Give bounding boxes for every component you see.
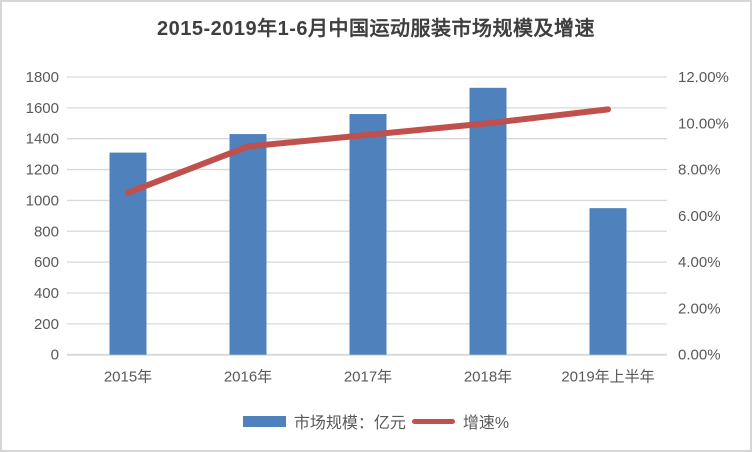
y-axis-left-tick-label: 1000 [26,192,59,209]
y-axis-right-tick-label: 6.00% [678,208,721,225]
y-axis-left-tick-label: 1800 [26,69,59,86]
y-axis-left-tick-label: 600 [34,254,59,271]
chart-title: 2015-2019年1-6月中国运动服装市场规模及增速 [156,18,596,40]
chart-plot-area: 0 200 400 600 800 1000 1200 1400 1600 1800 0.00% 2.… [26,69,729,386]
y-axis-right-tick-label: 4.00% [678,254,721,271]
bar-2017年 [349,114,387,355]
y-axis-left-tick-label: 1400 [26,131,59,148]
y-axis-right-tick-label: 8.00% [678,162,721,179]
growth-line [125,106,611,196]
legend-item-market-size: 市场规模：亿元 [242,409,406,433]
x-axis-label: 2017年 [344,369,392,386]
chart-legend: 市场规模：亿元 增速% [2,409,750,433]
bar-2015年 [109,152,147,355]
bar-2018年 [469,87,507,355]
bar-2019年上半年 [589,208,627,355]
x-axis-label: 2018年 [464,369,512,386]
x-axis-label: 2019年上半年 [561,369,654,386]
y-axis-left-tick-label: 400 [34,285,59,302]
legend-item-growth: 增速% [411,409,510,433]
bar-series-swatch-icon [242,415,286,427]
y-axis-right-tick-label: 10.00% [678,115,729,132]
y-axis-right-tick-label: 2.00% [678,300,721,317]
y-axis-left-tick-label: 800 [34,223,59,240]
legend-label-market-size: 市场规模：亿元 [293,415,406,432]
y-axis-left-tick-label: 1200 [26,162,59,179]
y-axis-left-tick-label: 1600 [26,100,59,117]
y-axis-left-tick-label: 0 [51,347,59,364]
legend-label-growth: 增速% [462,415,510,432]
bar-2016年 [229,134,267,355]
line-series-swatch-icon [411,418,455,424]
x-axis-label: 2015年 [104,369,152,386]
y-axis-right-tick-label: 12.00% [678,69,729,86]
x-axis-label: 2016年 [224,369,272,386]
y-axis-left-tick-label: 200 [34,316,59,333]
y-axis-right-tick-label: 0.00% [678,347,721,364]
